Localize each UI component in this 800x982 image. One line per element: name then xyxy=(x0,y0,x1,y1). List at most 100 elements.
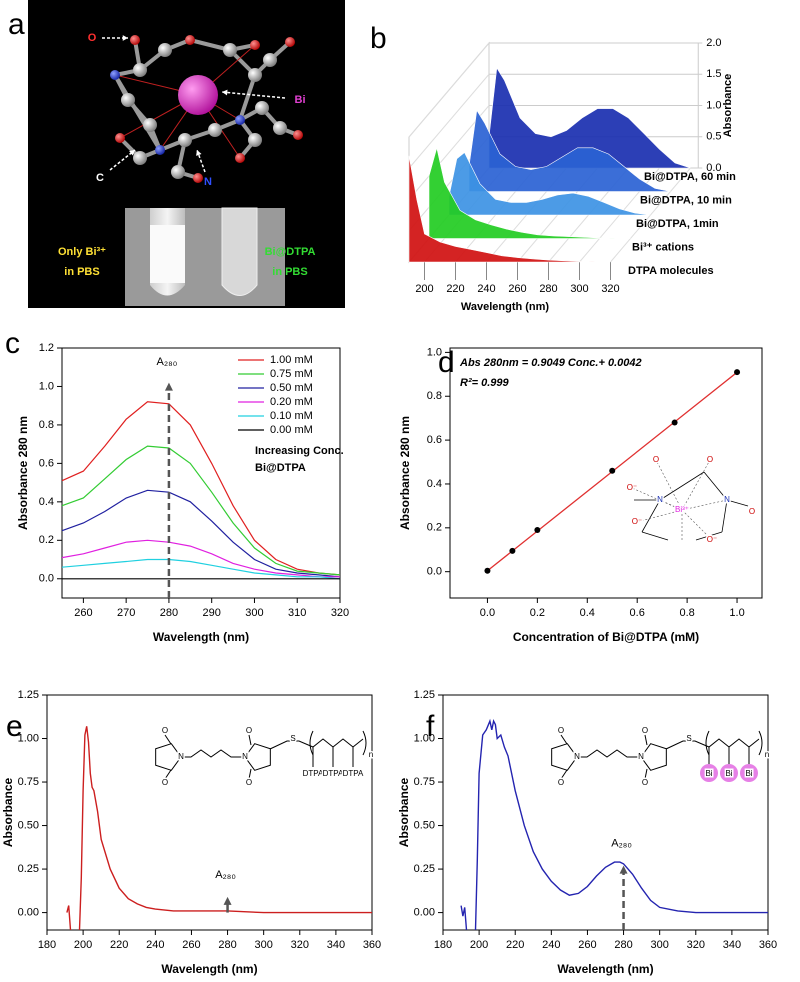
x-tick-label: 240 xyxy=(146,939,164,951)
spectrum-ribbon xyxy=(468,109,671,192)
structure-label: DTPA xyxy=(303,769,324,778)
panel-label: e xyxy=(6,710,23,743)
x-tick-label: 300 xyxy=(650,939,668,951)
note: Increasing Conc. xyxy=(255,445,344,457)
bond xyxy=(560,734,568,745)
coordination xyxy=(655,459,683,511)
y-axis-label: Absorbance xyxy=(722,74,734,138)
pointer-head xyxy=(122,35,128,41)
ring xyxy=(155,743,182,771)
structure-label: O⁻ xyxy=(627,483,637,492)
y-tick-label: 1.0 xyxy=(706,99,721,111)
bracket xyxy=(309,730,367,756)
x-tick-label: 340 xyxy=(723,939,741,951)
legend-label: Bi@DTPA, 10 min xyxy=(640,194,732,206)
coordination xyxy=(681,459,711,511)
bond xyxy=(659,471,705,501)
x-tick-label: 0.2 xyxy=(530,607,545,619)
spectrum-line xyxy=(460,718,768,931)
x-axis-label: Concentration of Bi@DTPA (mM) xyxy=(513,630,699,644)
annotation: A₂₈₀ xyxy=(157,356,178,368)
bond xyxy=(269,738,364,750)
y-tick-label: 1.00 xyxy=(18,732,39,744)
equation: R²= 0.999 xyxy=(460,377,509,389)
x-tick-label: 1.0 xyxy=(729,607,744,619)
spectrum-ribbon xyxy=(488,67,691,169)
arrow-head xyxy=(223,896,232,905)
bond xyxy=(577,749,641,758)
plot-frame xyxy=(442,694,769,931)
grid-line xyxy=(408,73,490,169)
y-tick-label: 0.0 xyxy=(427,566,442,578)
atom xyxy=(115,133,125,143)
atom xyxy=(248,133,262,147)
x-tick-label: 300 xyxy=(254,939,272,951)
atom xyxy=(178,133,192,147)
x-tick-label: 290 xyxy=(203,607,221,619)
structure-label: N xyxy=(574,752,580,761)
atom xyxy=(248,68,262,82)
x-tick-label: 220 xyxy=(446,283,464,295)
bond xyxy=(721,499,728,533)
x-axis-label: Wavelength (nm) xyxy=(153,630,249,644)
data-point xyxy=(534,527,541,534)
tube-contents xyxy=(150,225,185,283)
atom xyxy=(285,37,295,47)
y-tick-label: 0.8 xyxy=(39,419,54,431)
structure-label: O xyxy=(558,778,564,787)
bi-bead xyxy=(720,764,738,782)
structure-label: S xyxy=(290,734,295,743)
atom xyxy=(130,35,140,45)
x-tick-label: 280 xyxy=(160,607,178,619)
structure-label: Bi xyxy=(725,769,732,778)
atom-label: O xyxy=(88,32,97,44)
atom xyxy=(133,151,147,165)
bi-bead xyxy=(740,764,758,782)
bismuth-atom xyxy=(178,75,218,115)
bond xyxy=(248,768,252,780)
x-tick-label: 0.6 xyxy=(630,607,645,619)
y-tick-label: 1.0 xyxy=(427,346,442,358)
coordination xyxy=(681,509,713,541)
structure-label: O xyxy=(642,726,648,735)
x-tick-label: 0.4 xyxy=(580,607,595,619)
atom xyxy=(208,123,222,137)
x-tick-label: 260 xyxy=(508,283,526,295)
y-tick-label: 0.5 xyxy=(706,131,721,143)
legend-label: 0.75 mM xyxy=(270,368,313,380)
tube-label: in PBS xyxy=(64,266,99,278)
y-tick-label: 1.5 xyxy=(706,68,721,80)
y-tick-label: 1.0 xyxy=(39,380,54,392)
atom-label: N xyxy=(204,176,212,188)
bond xyxy=(644,734,648,746)
structure-inset: O N O O N O S Bi Bi Bi n xyxy=(551,725,771,789)
legend-label: 1.00 mM xyxy=(270,354,313,366)
y-tick-label: 1.25 xyxy=(414,689,435,701)
arrow-head xyxy=(619,865,628,874)
atom xyxy=(235,115,245,125)
y-axis-label: Absorbance 280 nm xyxy=(398,416,412,530)
x-tick-label: 280 xyxy=(614,939,632,951)
panel-label: d xyxy=(438,346,455,379)
y-tick-label: 0.4 xyxy=(39,496,54,508)
x-tick-label: 320 xyxy=(291,939,309,951)
pointer-head xyxy=(222,89,228,96)
atom xyxy=(133,63,147,77)
bond xyxy=(726,499,749,507)
x-tick-label: 200 xyxy=(415,283,433,295)
x-tick-label: 360 xyxy=(363,939,381,951)
atom xyxy=(171,165,185,179)
ring xyxy=(244,743,271,771)
atom xyxy=(110,70,120,80)
x-tick-label: 320 xyxy=(601,283,619,295)
x-tick-label: 300 xyxy=(570,283,588,295)
structure-label: N xyxy=(638,752,644,761)
atom xyxy=(250,40,260,50)
atom-label: C xyxy=(96,172,104,184)
x-tick-label: 240 xyxy=(542,939,560,951)
pointer-head xyxy=(129,150,135,156)
atom xyxy=(158,43,172,57)
structure-label: O xyxy=(246,778,252,787)
y-tick-label: 0.00 xyxy=(18,906,39,918)
